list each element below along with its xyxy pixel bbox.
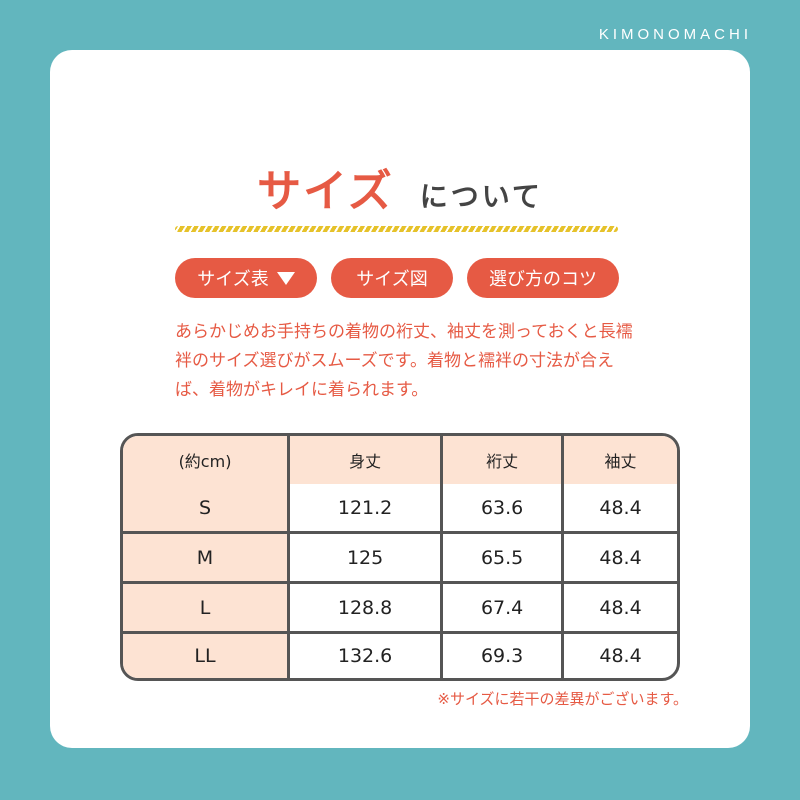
value-cell: 48.4: [564, 534, 677, 584]
header-cell: 袖丈: [564, 436, 677, 484]
header-cell: 身丈: [290, 436, 444, 484]
value-cell: 48.4: [564, 584, 677, 634]
table-header: (約cm) 身丈 裄丈 袖丈: [123, 436, 677, 484]
tab-size-table[interactable]: サイズ表: [175, 258, 317, 298]
value-cell: 69.3: [443, 634, 565, 678]
value-cell: 121.2: [290, 484, 444, 534]
title-sub: について: [419, 180, 543, 213]
size-table: (約cm) 身丈 裄丈 袖丈 S 121.2 63.6 48.4 M 125 65.5 48.…: [120, 433, 680, 681]
value-cell: 128.8: [290, 584, 444, 634]
triangle-down-icon: [276, 271, 295, 285]
title-main: サイズ: [257, 166, 394, 217]
tab-size-diagram[interactable]: サイズ図: [331, 258, 453, 298]
value-cell: 63.6: [443, 484, 565, 534]
size-cell: LL: [123, 634, 290, 678]
size-cell: L: [123, 584, 290, 634]
tab-label: サイズ表: [197, 269, 269, 290]
table-row: LL 132.6 69.3 48.4: [123, 634, 677, 678]
table-row: M 125 65.5 48.4: [123, 534, 677, 584]
value-cell: 125: [290, 534, 444, 584]
size-cell: M: [123, 534, 290, 584]
note: ※サイズに若干の差異がございます。: [437, 690, 688, 708]
value-cell: 48.4: [564, 484, 677, 534]
table-row: L 128.8 67.4 48.4: [123, 584, 677, 634]
brand-logo: KIMONOMACHI: [598, 26, 752, 43]
value-cell: 132.6: [290, 634, 444, 678]
size-cell: S: [123, 484, 290, 534]
value-cell: 65.5: [443, 534, 565, 584]
content-card: サイズ について サイズ表 サイズ図 選び方のコツ あらかじめお手持ちの着物の裄丈…: [50, 50, 750, 748]
page-title: サイズ について: [50, 155, 750, 219]
value-cell: 67.4: [443, 584, 565, 634]
description: あらかじめお手持ちの着物の裄丈、袖丈を測っておくと長襦袢のサイズ選びがスムーズで…: [175, 322, 633, 400]
header-cell: (約cm): [123, 436, 290, 484]
value-cell: 48.4: [599, 645, 642, 667]
tab-tips[interactable]: 選び方のコツ: [467, 258, 619, 298]
divider: [175, 226, 618, 232]
tab-label: 選び方のコツ: [489, 269, 597, 290]
table-row: S 121.2 63.6 48.4: [123, 484, 677, 534]
header-cell: 裄丈: [443, 436, 565, 484]
tab-label: サイズ図: [356, 269, 428, 290]
